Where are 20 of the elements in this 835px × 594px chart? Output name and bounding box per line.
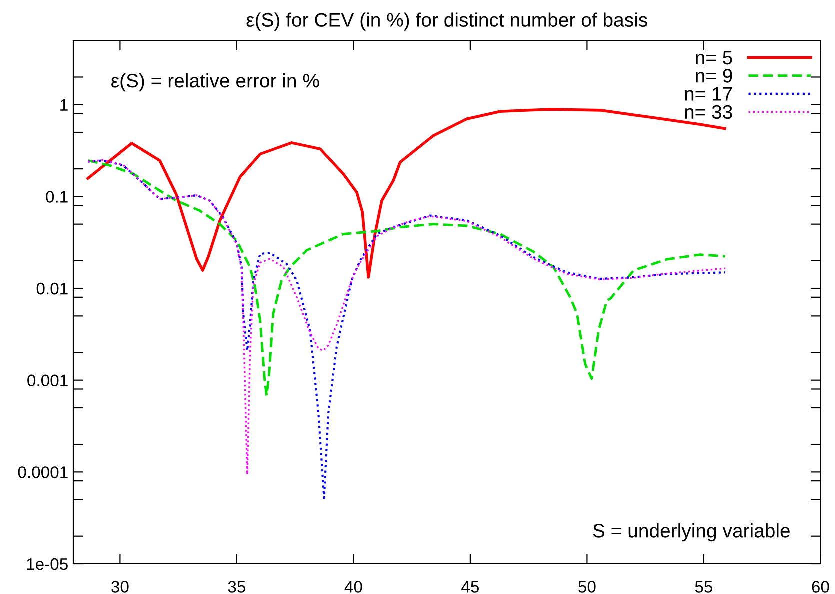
legend-label: n= 5: [696, 51, 732, 65]
y-tick-label: 0.1: [46, 191, 68, 203]
x-tick-label: 35: [228, 581, 246, 593]
y-tick-label: 1e-05: [27, 558, 68, 570]
x-tick-label: 30: [112, 581, 129, 593]
legend-label: n= 33: [685, 105, 732, 120]
annotation: ε(S) = relative error in %: [112, 74, 320, 92]
y-tick-label: 0.001: [28, 374, 68, 387]
y-tick-label: 1: [60, 99, 68, 111]
legend-label: n= 17: [685, 87, 732, 101]
x-tick-label: 60: [812, 581, 830, 593]
x-tick-label: 40: [344, 581, 362, 593]
chart-title: ε(S) for CEV (in %) for distinct number of basis: [246, 12, 648, 31]
x-tick-label: 50: [578, 581, 596, 593]
annotation: S = underlying variable: [593, 524, 790, 542]
y-tick-label: 0.0001: [18, 466, 68, 478]
x-tick-label: 45: [462, 581, 480, 593]
legend-label: n= 9: [696, 69, 732, 83]
x-tick-label: 55: [695, 581, 713, 593]
y-tick-label: 0.01: [36, 282, 68, 295]
